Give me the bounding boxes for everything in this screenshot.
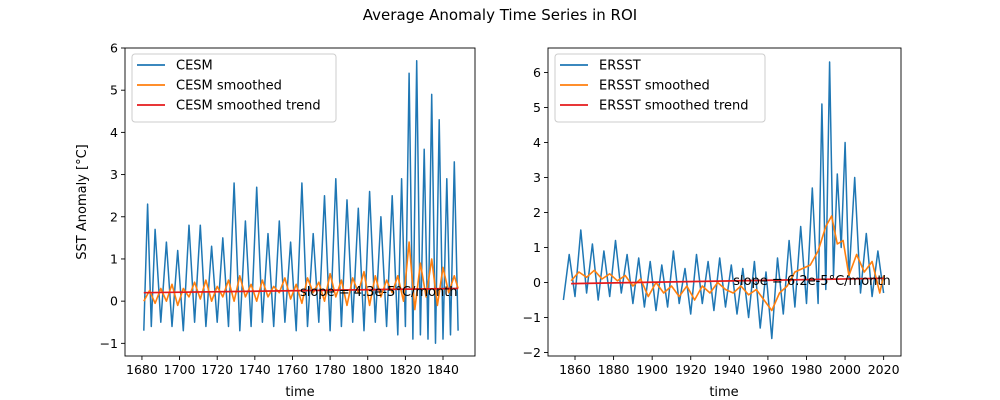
plot-frame xyxy=(547,47,902,357)
legend-entry: ERSST smoothed xyxy=(599,79,710,94)
y-tick-label: −1 xyxy=(100,336,118,351)
chart-panel-ersst: 1860 1880 1900 1920 1940 1960 1980 2000 2020 −2 −1… xyxy=(523,47,902,400)
y-axis-label: SST Anomaly [°C] xyxy=(75,144,90,259)
legend-entry: CESM smoothed trend xyxy=(176,99,321,114)
legend: ERSST ERSST smoothed ERSST smoothed trend xyxy=(554,53,766,123)
y-tick-label: 6 xyxy=(533,65,541,80)
legend: CESM CESM smoothed CESM smoothed trend xyxy=(131,53,337,123)
x-axis-label: time xyxy=(709,385,738,400)
x-tick-label: 1820 xyxy=(389,362,421,377)
y-tick-label: 5 xyxy=(110,83,118,98)
plot-frame xyxy=(124,47,476,357)
series-line-cesm-smoothed xyxy=(143,241,459,311)
legend-entry: ERSST xyxy=(599,59,641,74)
y-tick-label: −2 xyxy=(523,345,541,360)
x-tick-label: 1700 xyxy=(164,362,196,377)
x-tick-label: 1760 xyxy=(277,362,309,377)
series-line-ersst-smoothed-trend xyxy=(571,277,884,285)
y-tick-label: 0 xyxy=(110,294,118,309)
x-tick-label: 1920 xyxy=(675,362,707,377)
x-tick-label: 1880 xyxy=(598,362,630,377)
y-tick-label: 3 xyxy=(533,170,541,185)
series-line-cesm-smoothed-trend xyxy=(143,287,459,294)
y-tick-label: −1 xyxy=(523,310,541,325)
y-tick-label: 5 xyxy=(533,100,541,115)
y-tick-label: 2 xyxy=(110,209,118,224)
y-tick-label: 1 xyxy=(533,240,541,255)
x-tick-label: 1800 xyxy=(352,362,384,377)
chart-panel-cesm: 1680 1700 1720 1740 1760 1780 1800 1820 1840 −1 0 1… xyxy=(75,41,476,400)
x-tick-label: 2020 xyxy=(868,362,900,377)
x-tick-label: 1740 xyxy=(239,362,271,377)
y-tick-label: 0 xyxy=(533,275,541,290)
y-tick-label: 1 xyxy=(110,251,118,266)
x-tick-label: 1720 xyxy=(201,362,233,377)
x-tick-label: 1960 xyxy=(752,362,784,377)
legend-entry: CESM smoothed xyxy=(176,79,282,94)
y-tick-label: 2 xyxy=(533,205,541,220)
x-tick-label: 1980 xyxy=(791,362,823,377)
legend-entry: CESM xyxy=(176,59,213,74)
slope-annotation: slope = 4.3e-5°C/month xyxy=(300,285,458,300)
x-tick-label: 1940 xyxy=(713,362,745,377)
x-axis-label: time xyxy=(285,385,314,400)
series-line-ersst xyxy=(562,61,885,340)
x-tick-label: 2000 xyxy=(829,362,861,377)
x-tick-label: 1840 xyxy=(427,362,459,377)
x-tick-label: 1860 xyxy=(559,362,591,377)
y-tick-label: 6 xyxy=(110,41,118,56)
x-tick-label: 1680 xyxy=(126,362,158,377)
slope-annotation: slope = 6.2e-5°C/month xyxy=(733,274,891,289)
figure-title: Average Anomaly Time Series in ROI xyxy=(363,6,637,24)
series-line-ersst-smoothed xyxy=(570,215,885,312)
y-tick-label: 4 xyxy=(110,125,118,140)
legend-entry: ERSST smoothed trend xyxy=(599,99,749,114)
x-tick-label: 1780 xyxy=(314,362,346,377)
y-tick-label: 3 xyxy=(110,167,118,182)
y-tick-label: 4 xyxy=(533,135,541,150)
x-tick-label: 1900 xyxy=(636,362,668,377)
